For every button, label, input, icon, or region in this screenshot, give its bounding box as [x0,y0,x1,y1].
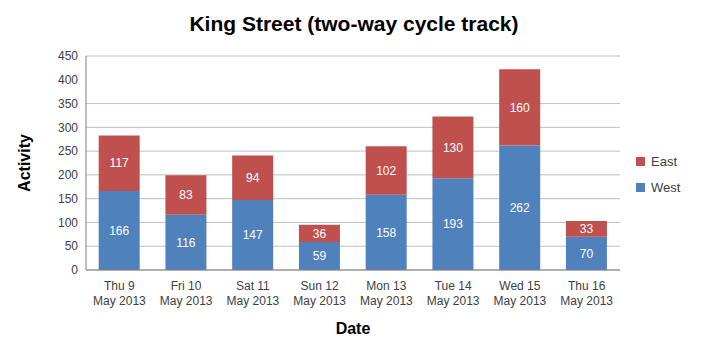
svg-text:83: 83 [179,188,193,202]
svg-text:70: 70 [580,247,594,261]
svg-text:250: 250 [58,144,78,158]
svg-text:50: 50 [65,239,79,253]
svg-text:117: 117 [110,156,129,170]
svg-text:400: 400 [58,73,78,87]
svg-text:33: 33 [580,222,594,236]
svg-text:193: 193 [443,217,463,231]
svg-text:Sun 12May 2013: Sun 12May 2013 [293,279,346,308]
svg-text:160: 160 [510,101,530,115]
svg-text:450: 450 [58,49,78,63]
svg-text:Thu 16May 2013: Thu 16May 2013 [560,279,613,308]
svg-text:130: 130 [443,141,463,155]
svg-text:300: 300 [58,121,78,135]
html-text:West: West [651,179,681,195]
html-text:East: East [651,153,677,169]
svg-text:116: 116 [176,236,195,250]
svg-text:200: 200 [58,168,78,182]
svg-text:Activity: Activity [16,134,33,192]
svg-text:100: 100 [58,216,78,230]
svg-text:158: 158 [376,226,396,240]
html-text:King Street (two-way cycle tra: King Street (two-way cycle track) [189,12,519,35]
svg-text:Fri 10May 2013: Fri 10May 2013 [160,279,213,308]
svg-text:166: 166 [109,224,129,238]
svg-text:Thu 9May 2013: Thu 9May 2013 [93,279,146,308]
svg-text:0: 0 [71,263,78,277]
svg-text:36: 36 [313,227,327,241]
svg-text:262: 262 [510,201,530,215]
svg-text:Sat 11May 2013: Sat 11May 2013 [227,279,280,308]
svg-text:150: 150 [58,192,78,206]
svg-text:Date: Date [336,320,371,337]
svg-text:147: 147 [243,228,263,242]
svg-text:Mon 13May 2013: Mon 13May 2013 [360,279,413,308]
svg-text:102: 102 [376,164,396,178]
svg-text:94: 94 [246,171,260,185]
svg-text:59: 59 [313,249,327,263]
svg-text:350: 350 [58,97,78,111]
svg-text:Tue 14May 2013: Tue 14May 2013 [427,279,480,308]
svg-text:Wed 15May 2013: Wed 15May 2013 [494,279,547,308]
